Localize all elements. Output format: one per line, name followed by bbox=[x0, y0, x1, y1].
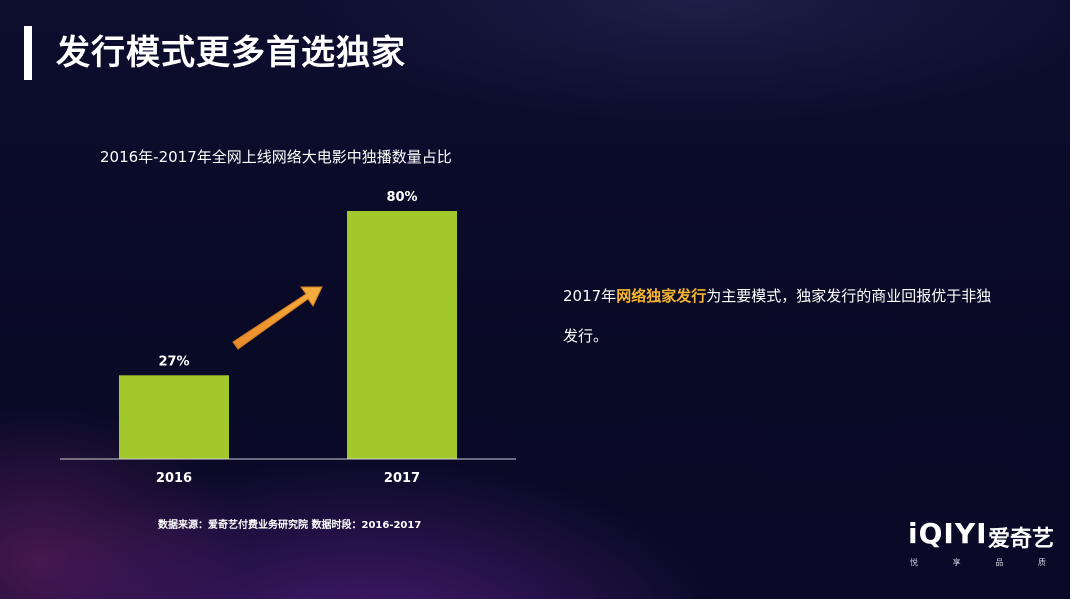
summary-prefix: 2017年 bbox=[563, 287, 617, 305]
bar-2016 bbox=[119, 375, 229, 459]
bar-value-label: 27% bbox=[158, 354, 189, 369]
bar-value-label: 80% bbox=[386, 190, 417, 205]
page-title: 发行模式更多首选独家 bbox=[56, 33, 406, 73]
slogan-char: 质 bbox=[1037, 558, 1046, 567]
logo-name: 爱奇艺 bbox=[988, 527, 1055, 552]
trend-arrow bbox=[232, 286, 323, 350]
logo-slogan: 悦 享 品 质 bbox=[910, 557, 1046, 568]
x-tick-label: 2016 bbox=[156, 471, 192, 486]
title-accent-bar bbox=[24, 26, 32, 80]
summary-highlight: 网络独家发行 bbox=[616, 287, 707, 305]
bars-group: 27% 2016 80% 2017 bbox=[119, 190, 457, 486]
slogan-char: 悦 bbox=[910, 558, 918, 567]
iqiyi-logo: iQIYI 爱奇艺 悦 享 品 质 bbox=[908, 517, 1054, 577]
source-note: 数据来源：爱奇艺付费业务研究院 数据时段：2016-2017 bbox=[158, 520, 422, 531]
logo-mark: iQIYI bbox=[908, 517, 988, 550]
slogan-char: 享 bbox=[952, 558, 961, 567]
chart-title: 2016年-2017年全网上线网络大电影中独播数量占比 bbox=[100, 148, 452, 166]
x-tick-label: 2017 bbox=[384, 471, 420, 486]
summary-text: 2017年网络独家发行为主要模式，独家发行的商业回报优于非独发行。 bbox=[563, 276, 1003, 356]
summary-suffix: 为主要模式，独家发行的商业回报优于非独发行。 bbox=[563, 287, 992, 345]
bar-2017 bbox=[347, 211, 457, 459]
slogan-char: 品 bbox=[995, 558, 1004, 567]
